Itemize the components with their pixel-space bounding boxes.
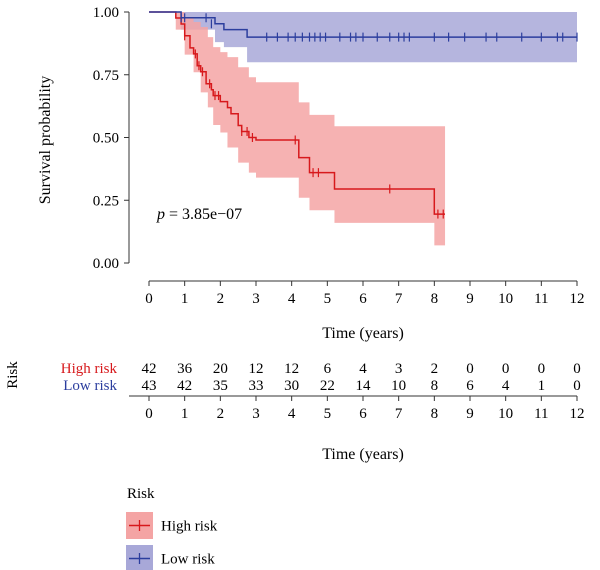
- risk-table-row-label: High risk: [61, 361, 118, 377]
- x-axis: 0 1 2 3 4 5 6 7 8 9 10 11 12: [145, 280, 585, 307]
- risk-table-x-tick-label: 5: [324, 406, 332, 422]
- pvalue-text: = 3.85e−07: [165, 206, 242, 223]
- x-tick-label: 0: [145, 291, 153, 307]
- censor-marks: [180, 13, 578, 219]
- risk-table-cell: 0: [573, 361, 581, 377]
- risk-table-cell: 0: [502, 361, 510, 377]
- x-tick-label: 6: [359, 291, 367, 307]
- risk-table-cell: 0: [466, 361, 474, 377]
- y-axis: 0.00 0.25 0.50 0.75 1.00: [93, 5, 130, 272]
- y-tick-label: 1.00: [93, 5, 119, 21]
- risk-table-x-tick-label: 3: [252, 406, 260, 422]
- risk-table-x-label: Time (years): [322, 446, 404, 463]
- risk-table-x-tick-label: 1: [181, 406, 189, 422]
- legend-title: Risk: [127, 486, 155, 502]
- risk-table-row-label: Low risk: [63, 378, 117, 394]
- risk-table-cell: 8: [431, 378, 439, 394]
- risk-table-x-tick-label: 12: [570, 406, 585, 422]
- risk-table-x-tick-label: 0: [145, 406, 153, 422]
- x-tick-label: 9: [466, 291, 474, 307]
- risk-table-cell: 6: [324, 361, 332, 377]
- pvalue-annotation: p = 3.85e−07: [156, 206, 242, 223]
- risk-table-cell: 0: [573, 378, 581, 394]
- risk-table-x-tick-label: 6: [359, 406, 367, 422]
- risk-table-x-tick-label: 2: [217, 406, 225, 422]
- y-tick-label: 0.25: [93, 193, 119, 209]
- risk-table-cell: 42: [142, 361, 157, 377]
- risk-table-x-tick-label: 8: [431, 406, 439, 422]
- x-tick-label: 5: [324, 291, 332, 307]
- y-tick-label: 0.50: [93, 131, 119, 147]
- x-tick-label: 12: [570, 291, 585, 307]
- x-tick-label: 10: [498, 291, 513, 307]
- y-tick-label: 0.75: [93, 68, 119, 84]
- legend: Risk High risk Low risk: [126, 486, 218, 570]
- risk-table-cell: 10: [391, 378, 406, 394]
- risk-table-cell: 6: [466, 378, 474, 394]
- risk-table-cell: 0: [538, 361, 546, 377]
- x-tick-label: 7: [395, 291, 403, 307]
- risk-table-cell: 2: [431, 361, 439, 377]
- x-tick-label: 2: [217, 291, 225, 307]
- y-axis-label: Survival probability: [37, 76, 54, 204]
- x-axis-label: Time (years): [322, 325, 404, 342]
- x-tick-label: 3: [252, 291, 260, 307]
- risk-table-x-tick-label: 11: [534, 406, 548, 422]
- risk-table-cell: 35: [213, 378, 228, 394]
- risk-table-cell: 43: [142, 378, 157, 394]
- risk-table-x-tick-label: 10: [498, 406, 513, 422]
- risk-table-cell: 4: [359, 361, 367, 377]
- risk-table-cell: 30: [284, 378, 299, 394]
- risk-table-cell: 20: [213, 361, 228, 377]
- risk-table-cell: 4: [502, 378, 510, 394]
- risk-table-cell: 14: [356, 378, 372, 394]
- risk-table-cell: 22: [320, 378, 335, 394]
- risk-table-title: Risk: [5, 361, 21, 389]
- x-tick-label: 11: [534, 291, 548, 307]
- legend-label-low-risk: Low risk: [161, 552, 215, 568]
- pvalue-symbol: p: [156, 206, 165, 223]
- legend-label-high-risk: High risk: [161, 519, 218, 535]
- risk-table-cell: 1: [538, 378, 546, 394]
- risk-table-x-tick-label: 9: [466, 406, 474, 422]
- x-tick-label: 8: [431, 291, 439, 307]
- risk-table-cell: 36: [177, 361, 193, 377]
- y-tick-label: 0.00: [93, 256, 119, 272]
- risk-table-cell: 12: [284, 361, 299, 377]
- high-risk-curve: [149, 11, 445, 215]
- risk-table-cell: 3: [395, 361, 403, 377]
- risk-table-cell: 42: [177, 378, 192, 394]
- risk-table-x-tick-label: 7: [395, 406, 403, 422]
- high-risk-ci-band: [149, 12, 446, 246]
- x-tick-label: 1: [181, 291, 189, 307]
- risk-table-cell: 12: [249, 361, 264, 377]
- x-tick-label: 4: [288, 291, 296, 307]
- km-plot: 0.000.250.500.751.00 0 1 2 3 4 5 6 7 8 9 10 11 12 Su…: [37, 5, 585, 342]
- risk-table-cell: 33: [249, 378, 264, 394]
- risk-table-x-tick-label: 4: [288, 406, 296, 422]
